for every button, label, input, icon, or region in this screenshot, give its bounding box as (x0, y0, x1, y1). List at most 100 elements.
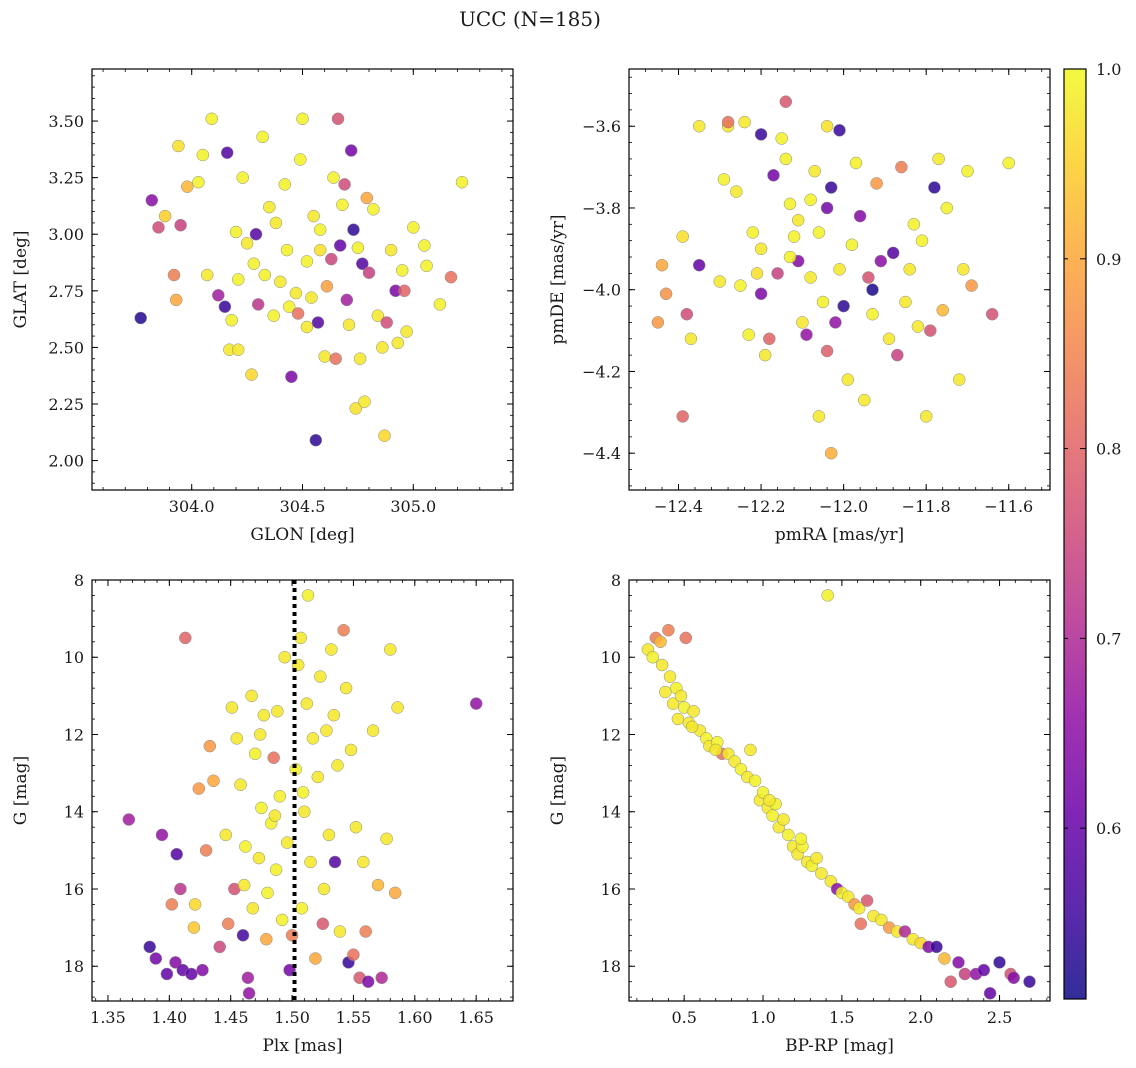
scatter-point (213, 940, 226, 954)
scatter-point (337, 623, 350, 637)
axes-frame (91, 579, 514, 1002)
x-tick-label: 305.0 (390, 497, 436, 516)
colorbar-tick-label: 0.8 (1096, 440, 1121, 459)
scatter-point (940, 201, 954, 215)
scatter-point (866, 283, 879, 296)
scatter-point (928, 181, 941, 194)
scatter-point (174, 882, 187, 896)
scatter-point (221, 917, 235, 931)
scatter-point (783, 197, 797, 211)
scatter-point (313, 223, 327, 236)
scatter-point (165, 898, 179, 911)
scatter-point (748, 774, 762, 788)
scatter-point (767, 169, 780, 182)
x-tick-label: 1.60 (397, 1008, 433, 1027)
scatter-point (391, 701, 404, 714)
scatter-point (333, 925, 347, 938)
scatter-point (685, 720, 699, 734)
panel-glon-glat: 304.0 304.5 305.0 2.00 2.25 2.50 2.75 3.00 3.25 3… (11, 68, 514, 545)
scatter-point (746, 226, 760, 239)
scatter-points (641, 589, 1036, 1000)
scatter-point (684, 332, 698, 346)
scatter-point (331, 112, 345, 126)
scatter-point (815, 867, 828, 880)
scatter-point (269, 863, 283, 876)
scatter-point (300, 255, 314, 268)
scatter-point (320, 280, 334, 293)
scatter-point (398, 284, 411, 298)
scatter-point (269, 216, 283, 230)
axes-frame (628, 579, 1051, 1002)
scatter-point (391, 336, 405, 350)
axes-frame (628, 68, 1051, 491)
scatter-point (376, 341, 389, 354)
scatter-point (253, 728, 267, 741)
scatter-point (242, 987, 256, 1000)
scatter-point (983, 987, 997, 1000)
colorbar: 0.6 0.7 0.8 0.9 1.0 (1063, 60, 1121, 1000)
scatter-point (1002, 156, 1015, 170)
x-tick-label: 1.5 (829, 1008, 854, 1027)
scatter-point (985, 307, 999, 321)
y-tick-label: 2.75 (48, 282, 84, 301)
scatter-point (766, 809, 779, 822)
scatter-point (824, 181, 838, 194)
x-tick-label: −11.6 (984, 497, 1033, 516)
scatter-point (384, 643, 397, 656)
scatter-point (895, 160, 908, 174)
scatter-point (891, 348, 904, 362)
scatter-point (246, 902, 260, 915)
scatter-point (655, 658, 669, 672)
scatter-point (874, 254, 888, 268)
scatter-point (143, 940, 156, 954)
scatter-point (268, 809, 282, 822)
scatter-point (241, 971, 255, 985)
scatter-point (359, 925, 372, 938)
panel-bprp-g: 0.5 1.0 1.5 2.0 2.5 8 10 12 14 16 18 BP-RP [mag] G [… (548, 571, 1051, 1056)
scatter-point (353, 352, 367, 365)
scatter-point (200, 268, 214, 282)
scatter-point (318, 350, 331, 363)
scatter-point (899, 295, 912, 309)
scatter-point (791, 213, 805, 227)
scatter-point (349, 402, 362, 415)
scatter-point (870, 177, 883, 190)
y-tick-label: −4.4 (582, 444, 621, 463)
scatter-point (240, 237, 254, 250)
scatter-point (273, 790, 287, 803)
scatter-point (314, 670, 327, 683)
scatter-point (676, 410, 689, 423)
scatter-point (289, 286, 303, 300)
scatter-point (158, 209, 172, 223)
y-tick-label: 3.50 (48, 112, 84, 131)
y-tick-label: 18 (64, 957, 84, 976)
scatter-point (420, 259, 433, 273)
scatter-point (860, 894, 874, 907)
scatter-point (313, 243, 327, 257)
y-tick-label: 8 (74, 571, 84, 590)
scatter-point (271, 705, 284, 718)
scatter-point (231, 273, 245, 286)
x-tick-label: 304.0 (169, 497, 215, 516)
scatter-point (676, 230, 689, 243)
scatter-point (858, 393, 871, 407)
scatter-point (280, 243, 294, 257)
y-tick-label: −4.2 (582, 362, 621, 381)
scatter-point (311, 316, 325, 329)
scatter-point (187, 921, 201, 934)
scatter-point (958, 967, 972, 981)
scatter-point (349, 820, 363, 834)
x-tick-label: 1.45 (213, 1008, 249, 1027)
x-tick-label: 2.5 (987, 1008, 1012, 1027)
scatter-point (122, 813, 136, 826)
scatter-point (758, 348, 772, 362)
x-tick-label: 1.50 (274, 1008, 310, 1027)
colorbar-tick-label: 0.9 (1096, 250, 1121, 269)
scatter-point (172, 139, 185, 153)
scatter-point (291, 307, 305, 320)
scatter-point (779, 152, 793, 166)
scatter-point (754, 287, 768, 301)
scatter-point (882, 332, 896, 346)
scatter-point (362, 266, 376, 279)
panel-plx-g: 1.35 1.40 1.45 1.50 1.55 1.60 1.65 8 10 12 14 16 18 P… (11, 571, 514, 1056)
